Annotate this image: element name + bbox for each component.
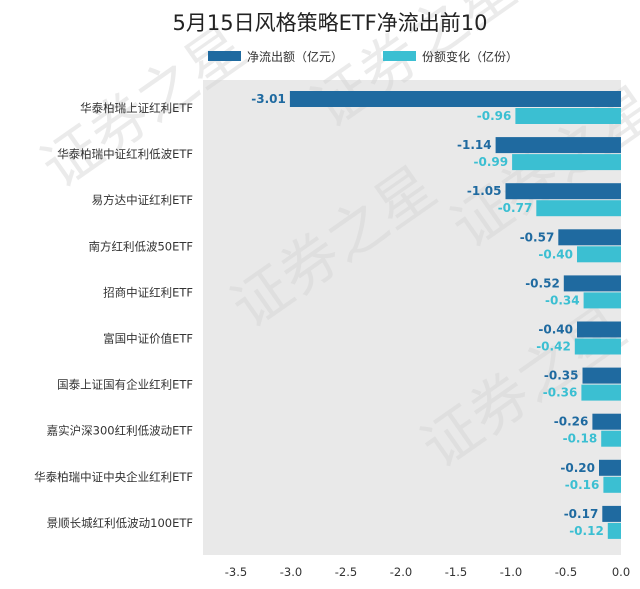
data-label: -0.36 [543,386,578,400]
value-labels: -3.01 -0.96 -1.14 -0.99 -1.05 -0.77 -0.57 -0.40… [251,92,603,538]
bar-share-change [512,154,621,171]
legend-label: 份额变化（亿份） [422,49,518,64]
category-label: 景顺长城红利低波动100ETF [47,516,193,530]
bar-share-change [601,430,621,447]
category-label: 招商中证红利ETF [103,285,193,299]
category-label: 华泰柏瑞上证红利ETF [80,101,193,115]
chart-title: 5月15日风格策略ETF净流出前10 [173,11,488,35]
bar-net-outflow [599,459,621,476]
category-label: 国泰上证国有企业红利ETF [57,378,193,392]
data-label: -0.17 [564,507,599,521]
category-label: 华泰柏瑞中证中央企业红利ETF [34,470,193,484]
x-tick-label: -0.5 [555,565,577,579]
bar-share-change [607,522,621,539]
bar-share-change [577,246,621,263]
bar-net-outflow [558,229,621,246]
data-label: -0.99 [474,155,509,169]
data-label: -0.26 [554,415,589,429]
bar-net-outflow [495,137,621,154]
bar-share-change [583,292,621,309]
bars [289,91,621,539]
category-label: 富国中证价值ETF [103,332,193,346]
x-tick-label: -2.0 [390,565,412,579]
category-label: 南方红利低波50ETF [88,239,193,253]
data-label: -0.16 [565,478,600,492]
bar-share-change [515,108,621,124]
category-label: 易方达中证红利ETF [92,193,193,207]
data-label: -0.40 [538,247,573,261]
data-label: -0.18 [563,432,598,446]
data-label: -3.01 [251,92,286,106]
bar-net-outflow [577,321,621,338]
data-label: -1.14 [457,138,492,152]
bar-share-change [536,200,621,217]
data-label: -0.12 [569,524,604,538]
legend-swatch [208,51,241,61]
bar-share-change [574,338,621,355]
data-label: -0.34 [545,293,580,307]
x-axis-ticks: -3.5 -3.0 -2.5 -2.0 -1.5 -1.0 -0.5 0.0 [225,565,630,579]
category-labels: 华泰柏瑞上证红利ETF 华泰柏瑞中证红利低波ETF 易方达中证红利ETF 南方红利低波… [34,101,193,530]
bar-net-outflow [602,505,621,522]
category-label: 华泰柏瑞中证红利低波ETF [57,147,193,161]
x-tick-label: 0.0 [612,565,630,579]
data-label: -0.52 [525,276,560,290]
data-label: -0.20 [560,461,595,475]
category-label: 嘉实沪深300红利低波动ETF [47,424,193,438]
data-label: -0.42 [536,340,571,354]
x-tick-label: -3.0 [280,565,302,579]
data-label: -1.05 [467,184,502,198]
bar-net-outflow [582,367,621,384]
data-label: -0.96 [477,109,512,123]
x-tick-label: -2.5 [335,565,357,579]
bar-share-change [581,384,621,401]
bar-net-outflow [563,275,621,292]
legend-label: 净流出额（亿元） [247,49,343,64]
legend-swatch [383,51,416,61]
data-label: -0.57 [520,230,555,244]
legend: 净流出额（亿元） 份额变化（亿份） [208,49,518,64]
bar-net-outflow [592,413,621,430]
bar-net-outflow [289,91,621,107]
data-label: -0.35 [544,369,579,383]
bar-net-outflow [505,183,621,200]
x-tick-label: -3.5 [225,565,247,579]
data-label: -0.77 [498,201,533,215]
bar-share-change [603,476,621,493]
x-tick-label: -1.5 [445,565,467,579]
data-label: -0.40 [538,323,573,337]
x-tick-label: -1.0 [500,565,522,579]
